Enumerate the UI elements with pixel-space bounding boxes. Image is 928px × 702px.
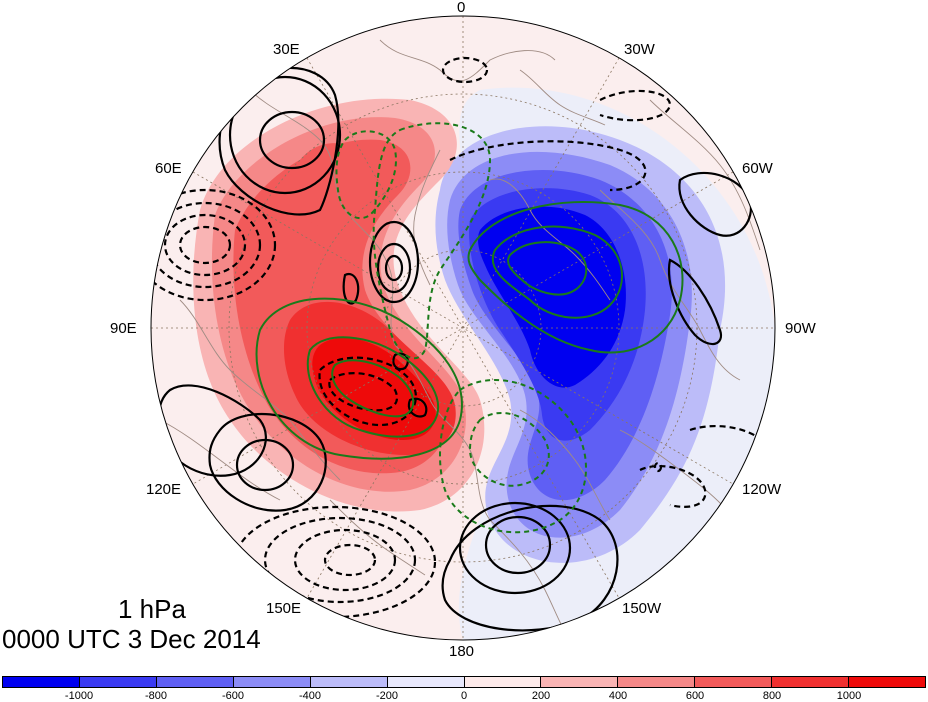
colorbar-segment (695, 677, 773, 687)
colorbar-segment (464, 677, 542, 687)
graticule (151, 16, 775, 640)
lon-label-60w: 60W (742, 160, 773, 177)
colorbar-tick-label: -600 (221, 690, 245, 702)
colorbar-segment (849, 677, 926, 687)
lon-label-30e: 30E (273, 41, 300, 58)
colorbar-tick-label: -800 (144, 690, 168, 702)
colorbar-tick-label: 800 (762, 690, 782, 702)
colorbar-tick-label: 0 (460, 690, 468, 702)
anomaly-shading (151, 16, 775, 640)
contours-green-dashed (335, 122, 587, 534)
colorbar-tick-label: 400 (608, 690, 628, 702)
coastlines (159, 39, 761, 640)
contours-green (255, 201, 684, 460)
lon-label-60e: 60E (155, 160, 182, 177)
colorbar-segment (541, 677, 619, 687)
datetime-label: 0000 UTC 3 Dec 2014 (2, 624, 261, 654)
colorbar-tick-label: -200 (375, 690, 399, 702)
pressure-level-label: 1 hPa (118, 594, 186, 624)
colorbar-tick-label: 600 (685, 690, 705, 702)
colorbar-segment (618, 677, 696, 687)
colorbar-segment (79, 677, 157, 687)
lon-label-90e: 90E (110, 320, 137, 337)
colorbar-segment (772, 677, 850, 687)
colorbar-segment (156, 677, 234, 687)
colorbar-segment (3, 677, 80, 687)
colorbar-tick-label: 1000 (836, 690, 862, 702)
lon-label-150w: 150W (622, 600, 662, 617)
lon-label-150e: 150E (266, 600, 302, 617)
colorbar (2, 676, 926, 688)
colorbar-segment (387, 677, 465, 687)
lon-label-120w: 120W (742, 481, 782, 498)
polar-map (150, 15, 776, 641)
lon-label-90w: 90W (785, 320, 816, 337)
colorbar-tick-label: -400 (298, 690, 322, 702)
colorbar-tick-label: 200 (531, 690, 551, 702)
colorbar-segment (233, 677, 311, 687)
lon-label-120e: 120E (146, 481, 182, 498)
lon-label-30w: 30W (624, 41, 655, 58)
colorbar-tick-label: -1000 (64, 690, 94, 702)
lon-label-0: 0 (457, 0, 466, 16)
colorbar-segment (310, 677, 388, 687)
lon-label-180: 180 (449, 643, 475, 660)
